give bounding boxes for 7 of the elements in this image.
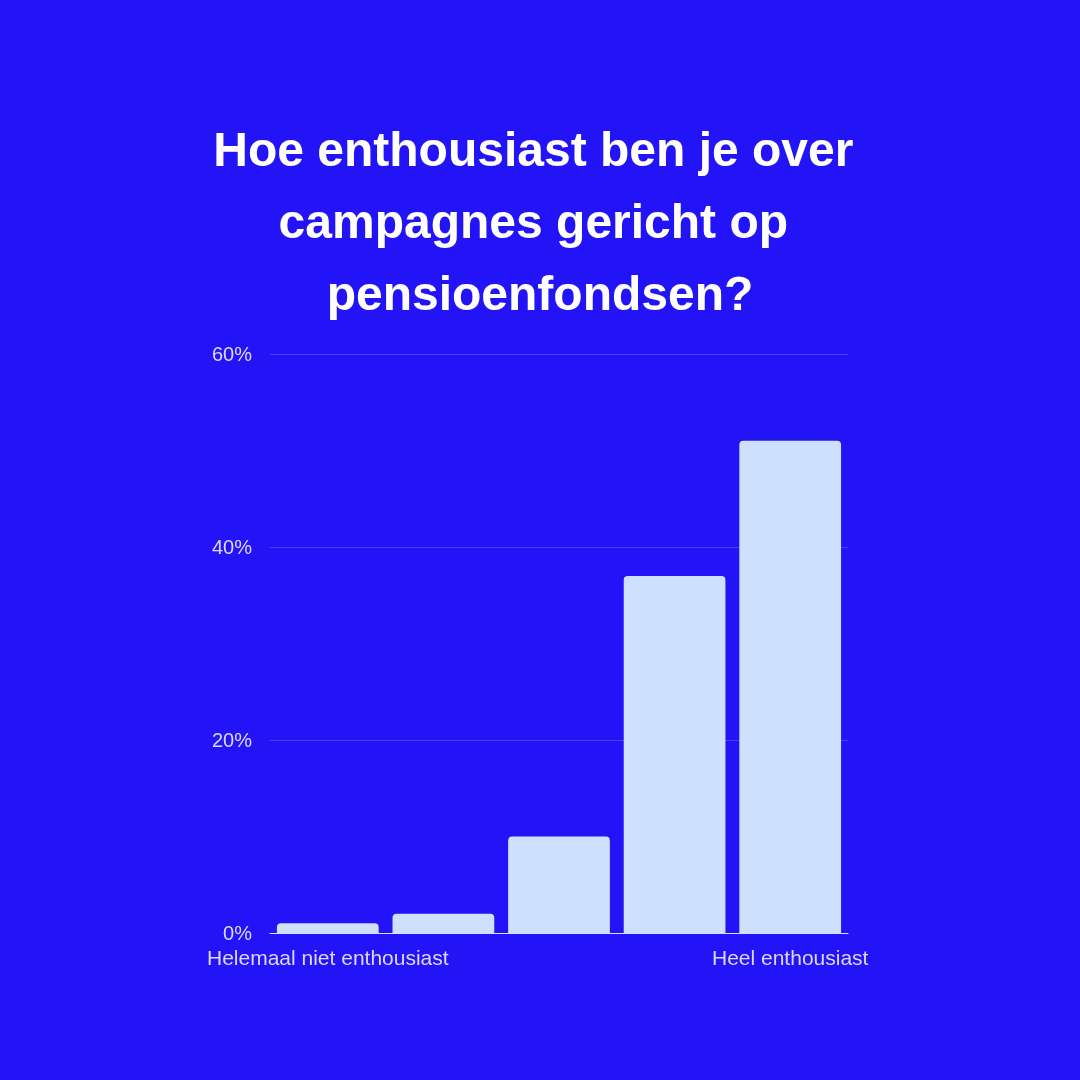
x-tick-label: Heel enthousiast bbox=[711, 946, 869, 969]
y-tick-label: 0% bbox=[223, 922, 253, 944]
y-tick-label: 40% bbox=[211, 536, 253, 558]
x-tick-label: Helemaal niet enthousiast bbox=[206, 946, 449, 969]
y-tick-label: 20% bbox=[211, 729, 253, 751]
y-tick-label: 60% bbox=[211, 343, 253, 365]
chart-title: Hoe enthousiast ben je over campagnes gericht op pensioenfondsen? bbox=[213, 122, 867, 320]
